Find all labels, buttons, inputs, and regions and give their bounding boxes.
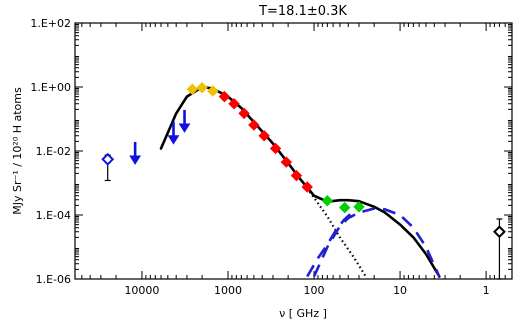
data-point bbox=[101, 152, 115, 166]
data-point bbox=[290, 169, 303, 182]
y-tick-label: 1.E-02 bbox=[36, 145, 71, 158]
series-dashed-line-3 bbox=[306, 205, 363, 278]
upper-limit-arrow-head bbox=[129, 155, 142, 165]
x-tick-label: 10000 bbox=[124, 284, 159, 297]
data-point bbox=[258, 130, 270, 142]
y-tick-label: 1.E-06 bbox=[36, 273, 71, 286]
points-layer bbox=[101, 82, 506, 280]
y-tick-label: 1.E-04 bbox=[36, 209, 71, 222]
data-point bbox=[196, 82, 208, 94]
series-layer bbox=[159, 85, 441, 278]
data-point bbox=[238, 107, 250, 120]
series-dotted-line-1 bbox=[298, 176, 367, 278]
data-point bbox=[353, 201, 365, 213]
x-axis-label: ν [ GHz ] bbox=[279, 307, 327, 320]
y-tick-label: 1.E+00 bbox=[30, 81, 71, 94]
data-point bbox=[248, 119, 260, 131]
series-dashed-line-2 bbox=[312, 207, 441, 278]
y-axis-label: MJy Sr⁻¹ / 10²⁰ H atoms bbox=[11, 87, 24, 215]
series-solid-line-0 bbox=[159, 85, 441, 278]
upper-limit-arrow-head bbox=[178, 123, 191, 133]
x-tick-label: 10 bbox=[393, 284, 407, 297]
x-tick-label: 100 bbox=[304, 284, 325, 297]
y-axis-ticks: 1.E+02 1.E+00 1.E-02 1.E-04 1.E-06 bbox=[30, 17, 512, 286]
x-tick-label: 1000 bbox=[214, 284, 242, 297]
x-tick-label: 1 bbox=[483, 284, 490, 297]
data-point bbox=[280, 156, 293, 168]
y-tick-label: 1.E+02 bbox=[30, 17, 71, 30]
data-point bbox=[207, 85, 219, 97]
data-point bbox=[321, 194, 334, 207]
data-point bbox=[493, 225, 506, 239]
chart-title: T=18.1±0.3K bbox=[258, 4, 347, 19]
data-point bbox=[338, 201, 351, 214]
data-point bbox=[218, 90, 231, 103]
data-point bbox=[228, 98, 240, 110]
plot-frame bbox=[74, 22, 513, 280]
data-point bbox=[186, 83, 198, 95]
upper-limit-arrow-head bbox=[167, 135, 180, 145]
x-axis-ticks: 10000 1000 100 10 1 bbox=[74, 23, 513, 297]
data-point bbox=[301, 181, 313, 193]
data-point bbox=[269, 142, 282, 155]
